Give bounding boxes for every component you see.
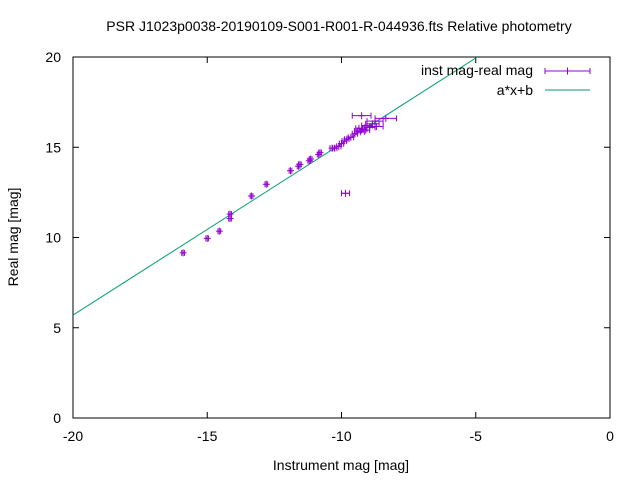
- data-point: [351, 112, 372, 120]
- data-point: [347, 133, 355, 141]
- legend-label-fit: a*x+b: [497, 82, 533, 98]
- data-point: [203, 234, 211, 242]
- data-point: [374, 114, 398, 122]
- data-point: [248, 192, 256, 200]
- data-point: [226, 210, 234, 218]
- data-point: [369, 122, 384, 130]
- chart-title: PSR J1023p0038-20190109-S001-R001-R-0449…: [106, 18, 571, 34]
- fit-line: [73, 57, 478, 316]
- data-point: [343, 135, 351, 143]
- data-points-layer: [179, 112, 398, 257]
- axis-ticks: -20 -15 -10 -5 0 0 5 10 15 20: [45, 49, 614, 444]
- x-tick-label: -10: [331, 428, 351, 444]
- data-point: [307, 155, 315, 163]
- data-point: [335, 142, 343, 150]
- plot-frame: [72, 56, 611, 419]
- data-point: [296, 160, 304, 168]
- data-point: [179, 249, 187, 257]
- data-point: [341, 189, 351, 197]
- fit-line-layer: [73, 57, 478, 316]
- x-tick-label: -20: [63, 428, 83, 444]
- legend-errorbar-sample: [544, 67, 591, 75]
- x-tick-label: -5: [470, 428, 483, 444]
- y-tick-label: 5: [53, 320, 61, 336]
- data-point: [286, 167, 294, 175]
- x-tick-label: 0: [606, 428, 614, 444]
- y-tick-label: 10: [45, 230, 61, 246]
- y-tick-label: 0: [53, 410, 61, 426]
- data-point: [215, 227, 223, 235]
- y-axis-label: Real mag [mag]: [5, 188, 21, 287]
- data-point: [262, 180, 270, 188]
- legend-label-inst-mag: inst mag-real mag: [421, 62, 533, 78]
- data-point: [316, 149, 324, 157]
- legend-sample-inst-mag: [544, 67, 591, 75]
- y-tick-label: 15: [45, 139, 61, 155]
- x-axis-label: Instrument mag [mag]: [273, 457, 409, 473]
- legend: inst mag-real mag a*x+b: [421, 62, 591, 98]
- y-tick-label: 20: [45, 49, 61, 65]
- x-tick-label: -15: [197, 428, 217, 444]
- data-point: [331, 144, 339, 152]
